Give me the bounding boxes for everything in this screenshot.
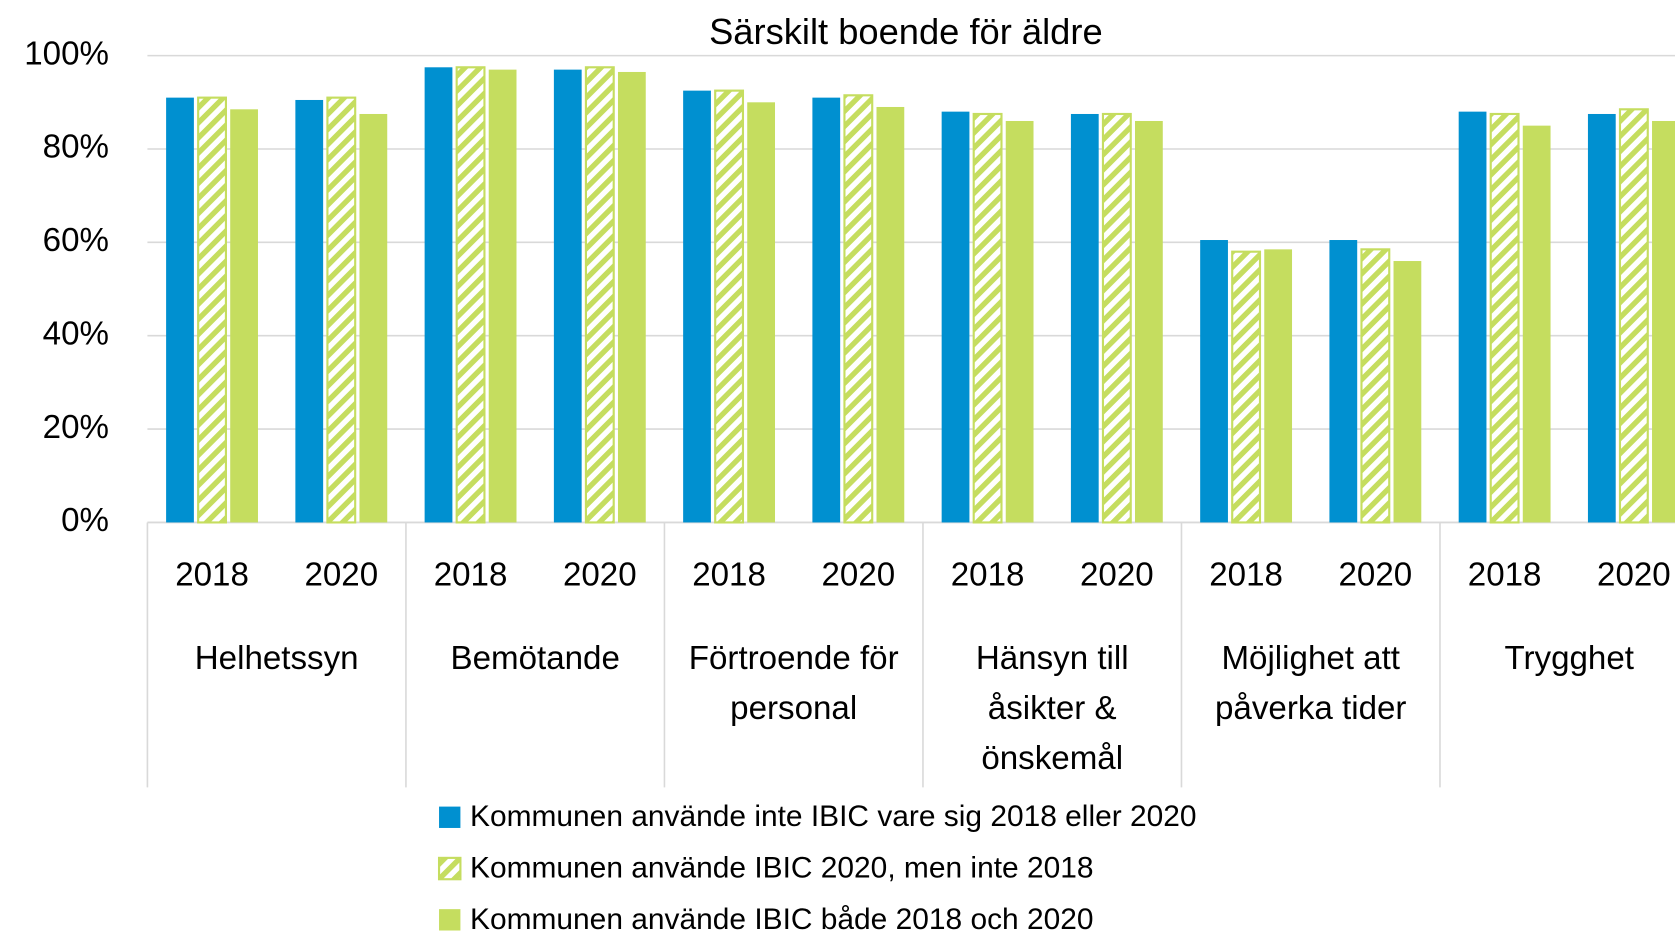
group-label-box: Helhetssyn (194, 638, 359, 677)
x-tick-label: 2018 (175, 557, 249, 594)
bar (876, 106, 905, 523)
bar (1135, 120, 1163, 523)
bar (683, 90, 711, 523)
bar (295, 99, 324, 523)
bar (1458, 111, 1487, 523)
bar (617, 71, 646, 523)
bar (1587, 113, 1616, 523)
bar (1101, 112, 1132, 524)
bar (1360, 248, 1391, 524)
x-tick-label: 2020 (1339, 557, 1413, 594)
x-tick-label: 2018 (951, 557, 1025, 594)
bar (197, 96, 228, 524)
bar (1070, 113, 1099, 523)
group-label-box: Trygghet (1504, 638, 1634, 677)
x-tick-label: 2018 (692, 557, 766, 594)
bar (941, 111, 970, 523)
bar (1005, 120, 1034, 523)
legend-label: Kommunen använde IBIC 2020, men inte 201… (470, 852, 1093, 885)
y-tick-label: 60% (43, 222, 109, 259)
bar (359, 113, 388, 523)
bar (1329, 240, 1358, 523)
bar (747, 102, 776, 523)
bar (1200, 240, 1228, 523)
x-tick-label: 2018 (1209, 557, 1283, 594)
x-tick-label: 2020 (563, 557, 637, 594)
group-label: Bemötande (450, 638, 620, 677)
bar (230, 109, 258, 523)
bar (1264, 249, 1293, 523)
group-label-box: Möjlighet att påverka tider (1215, 638, 1407, 727)
y-tick-label: 80% (43, 129, 109, 166)
legend-swatch (439, 909, 461, 931)
bar (972, 112, 1003, 524)
bar (714, 89, 745, 524)
legend-swatch (437, 856, 462, 881)
x-tick-label: 2020 (1080, 557, 1154, 594)
bar (812, 97, 841, 523)
bar (1652, 120, 1675, 523)
bar (553, 69, 582, 523)
y-tick-label: 100% (24, 35, 109, 72)
bar (166, 97, 194, 523)
group-label: Förtroende för personal (688, 638, 899, 727)
legend-label: Kommunen använde inte IBIC vare sig 2018… (470, 800, 1197, 833)
bar (584, 66, 615, 524)
legend-label: Kommunen använde IBIC både 2018 och 2020 (470, 903, 1094, 936)
legend-swatch (439, 806, 461, 828)
group-label-box: Bemötande (450, 638, 620, 677)
x-tick-label: 2020 (822, 557, 896, 594)
y-tick-label: 40% (43, 315, 109, 352)
x-tick-label: 2018 (1468, 557, 1542, 594)
title-background (696, 8, 1116, 54)
bar (1522, 125, 1551, 523)
bar (843, 94, 874, 524)
group-label: Möjlighet att påverka tider (1215, 638, 1407, 727)
group-label: Helhetssyn (194, 638, 359, 677)
bar (326, 96, 357, 524)
group-label: Hänsyn till åsikter & önskemål (975, 638, 1129, 777)
bar (1393, 261, 1422, 523)
x-tick-label: 2020 (1597, 557, 1671, 594)
group-label: Trygghet (1504, 638, 1634, 677)
bar (455, 66, 486, 524)
group-label-box: Hänsyn till åsikter & önskemål (975, 638, 1129, 777)
y-tick-label: 0% (61, 502, 109, 539)
chart-title: Särskilt boende för äldre (709, 11, 1103, 52)
x-tick-label: 2018 (434, 557, 508, 594)
bar (1489, 112, 1520, 524)
bar (1231, 250, 1262, 524)
bar (488, 69, 517, 523)
group-label-box: Förtroende för personal (688, 638, 899, 727)
x-tick-label: 2020 (304, 557, 378, 594)
bar (424, 67, 453, 523)
bar (1618, 108, 1649, 524)
y-tick-label: 20% (43, 409, 109, 446)
